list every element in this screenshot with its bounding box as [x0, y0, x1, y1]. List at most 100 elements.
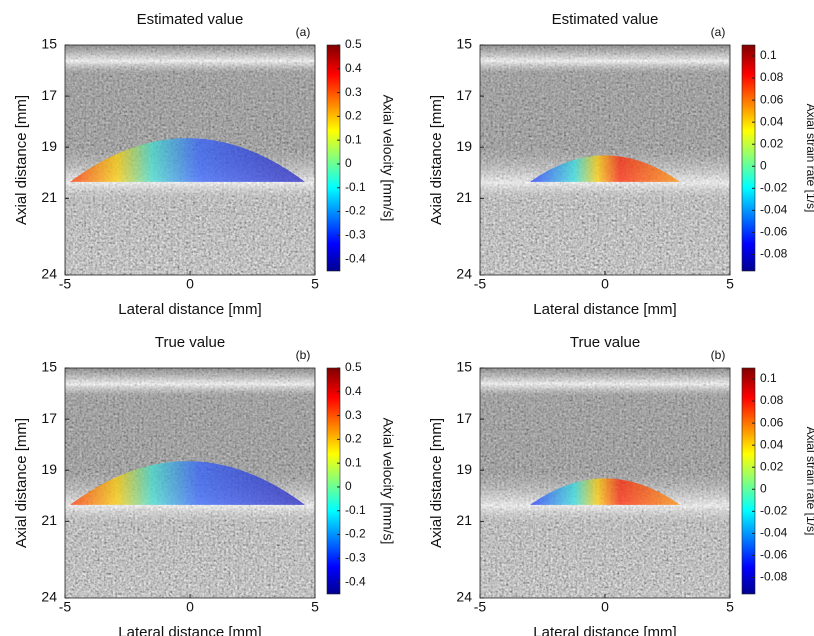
colorbar-tick-label: 0.4	[345, 61, 362, 75]
colorbar	[741, 367, 756, 595]
colorbar-tick-label: 0.02	[760, 459, 784, 473]
y-tick-label: 19	[41, 138, 57, 154]
colorbar-tick-label: 0.5	[345, 37, 362, 51]
overlay	[530, 155, 680, 182]
x-tick-label: -5	[474, 599, 487, 615]
x-axis-label: Lateral distance [mm]	[118, 624, 261, 636]
overlay	[530, 478, 680, 505]
chart-title: True value	[155, 334, 225, 351]
colorbar	[741, 44, 756, 272]
x-tick-label: 5	[311, 276, 319, 292]
y-tick-label: 24	[41, 589, 57, 605]
colorbar-tick-label: 0.06	[760, 415, 784, 429]
colorbar	[326, 367, 341, 595]
colorbar-tick-label: -0.08	[760, 570, 788, 584]
colorbar-tick-label: 0.2	[345, 432, 362, 446]
colorbar-tick-label: 0.02	[760, 136, 784, 150]
y-tick-label: 15	[456, 36, 472, 52]
panel: -5 0 5 15 17 19 21 24 Estimated value (a) Lateral …	[428, 11, 814, 318]
colorbar-tick-label: -0.02	[760, 180, 788, 194]
chart-title: Estimated value	[552, 11, 659, 28]
colorbar-label: Axial velocity [mm/s]	[380, 418, 396, 545]
y-tick-label: 24	[456, 266, 472, 282]
colorbar-tick-label: 0	[345, 156, 352, 170]
colorbar-tick-label: -0.04	[760, 526, 788, 540]
colorbar-tick-label: -0.3	[345, 550, 366, 564]
colorbar-tick-label: 0.06	[760, 92, 784, 106]
y-tick-label: 15	[41, 36, 57, 52]
x-axis-label: Lateral distance [mm]	[533, 624, 676, 636]
x-tick-label: 5	[726, 599, 734, 615]
x-axis-label: Lateral distance [mm]	[533, 301, 676, 318]
y-tick-label: 21	[456, 512, 472, 528]
colorbar-tick-label: 0.3	[345, 408, 362, 422]
x-tick-label: 0	[186, 599, 194, 615]
y-tick-label: 15	[456, 359, 472, 375]
x-tick-label: 5	[311, 599, 319, 615]
colorbar-tick-label: 0.1	[760, 48, 777, 62]
colorbar-tick-label: -0.02	[760, 503, 788, 517]
colorbar-tick-label: 0.4	[345, 384, 362, 398]
ultrasound-image	[65, 45, 315, 275]
ultrasound-image	[480, 368, 730, 598]
y-tick-label: 24	[456, 589, 472, 605]
x-tick-label: -5	[59, 276, 72, 292]
colorbar-tick-label: -0.06	[760, 548, 788, 562]
x-tick-label: 0	[601, 599, 609, 615]
colorbar-tick-label: 0.04	[760, 437, 784, 451]
y-axis-label: Axial distance [mm]	[428, 418, 445, 548]
colorbar-tick-label: -0.2	[345, 204, 366, 218]
colorbar-tick-label: 0.1	[760, 371, 777, 385]
panel: -5 0 5 15 17 19 21 24 True value (b) Lateral dista…	[428, 334, 814, 636]
colorbar-tick-label: 0.3	[345, 85, 362, 99]
y-axis-label: Axial distance [mm]	[13, 418, 30, 548]
colorbar	[326, 44, 341, 272]
overlay	[70, 461, 305, 505]
y-tick-label: 21	[456, 189, 472, 205]
colorbar-tick-label: 0.5	[345, 360, 362, 374]
x-tick-label: 5	[726, 276, 734, 292]
colorbar-label: Axial velocity [mm/s]	[380, 95, 396, 222]
chart-title: Estimated value	[137, 11, 244, 28]
colorbar-tick-label: -0.08	[760, 247, 788, 261]
colorbar-tick-label: 0.04	[760, 114, 784, 128]
colorbar-tick-label: -0.2	[345, 527, 366, 541]
colorbar-tick-label: -0.4	[345, 251, 366, 265]
panel-label: (a)	[711, 25, 726, 39]
colorbar-tick-label: -0.4	[345, 574, 366, 588]
y-tick-label: 17	[41, 410, 57, 426]
colorbar-tick-label: 0.2	[345, 109, 362, 123]
colorbar-tick-label: 0.1	[345, 132, 362, 146]
colorbar-tick-label: 0.08	[760, 393, 784, 407]
colorbar-tick-label: -0.1	[345, 503, 366, 517]
panel-label: (b)	[711, 348, 726, 362]
colorbar-tick-label: -0.06	[760, 225, 788, 239]
y-tick-label: 17	[41, 87, 57, 103]
y-tick-label: 15	[41, 359, 57, 375]
panel-label: (a)	[296, 25, 311, 39]
panel: -5 0 5 15 17 19 21 24 True value (b) Lateral dista…	[13, 334, 396, 636]
colorbar-label: Axial strain rate [1/s]	[804, 104, 814, 213]
y-tick-label: 17	[456, 87, 472, 103]
panel: -5 0 5 15 17 19 21 24 Estimated value (a) Lateral …	[13, 11, 396, 318]
colorbar-tick-label: 0.1	[345, 455, 362, 469]
y-tick-label: 19	[456, 461, 472, 477]
colorbar-tick-label: 0	[760, 158, 767, 172]
y-tick-label: 21	[41, 189, 57, 205]
x-tick-label: -5	[59, 599, 72, 615]
y-tick-label: 21	[41, 512, 57, 528]
colorbar-tick-label: -0.3	[345, 227, 366, 241]
colorbar-tick-label: 0.08	[760, 70, 784, 84]
colorbar-tick-label: 0	[345, 479, 352, 493]
x-tick-label: -5	[474, 276, 487, 292]
x-axis-label: Lateral distance [mm]	[118, 301, 261, 318]
y-tick-label: 19	[41, 461, 57, 477]
x-tick-label: 0	[601, 276, 609, 292]
y-tick-label: 17	[456, 410, 472, 426]
overlay	[70, 138, 305, 182]
y-tick-label: 24	[41, 266, 57, 282]
x-tick-label: 0	[186, 276, 194, 292]
y-tick-label: 19	[456, 138, 472, 154]
chart-title: True value	[570, 334, 640, 351]
